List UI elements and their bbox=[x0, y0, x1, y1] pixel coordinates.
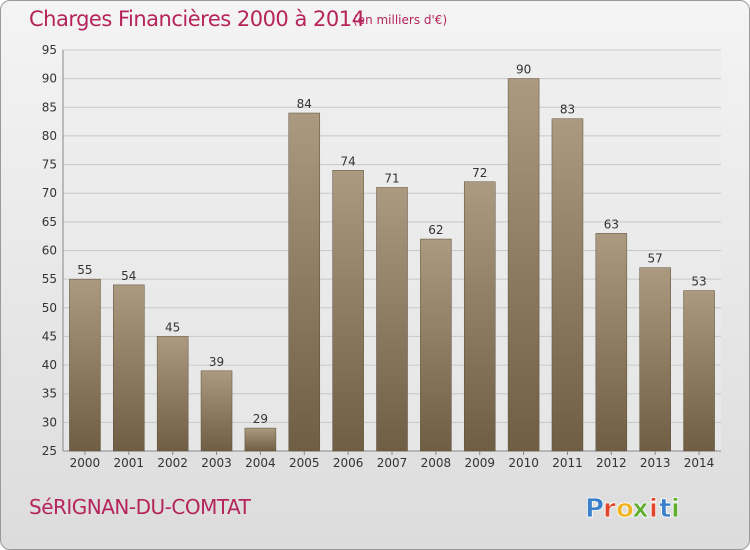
x-tick-label: 2005 bbox=[289, 456, 320, 470]
x-tick-label: 2010 bbox=[508, 456, 539, 470]
y-tick-label: 75 bbox=[42, 158, 57, 172]
bar bbox=[420, 238, 452, 452]
bar-value-label: 83 bbox=[560, 103, 575, 117]
bar-value-label: 90 bbox=[516, 63, 531, 77]
y-tick-label: 85 bbox=[42, 100, 57, 114]
bar-value-label: 54 bbox=[121, 269, 136, 283]
x-tick-label: 2014 bbox=[684, 456, 715, 470]
x-tick-label: 2006 bbox=[333, 456, 364, 470]
x-tick-label: 2004 bbox=[245, 456, 276, 470]
y-tick-label: 25 bbox=[42, 444, 57, 458]
brand-letter: r bbox=[603, 494, 616, 524]
bar bbox=[200, 370, 233, 452]
brand-letter: i bbox=[671, 494, 680, 524]
y-tick-label: 35 bbox=[42, 387, 57, 401]
y-tick-label: 40 bbox=[42, 358, 57, 372]
x-tick-label: 2012 bbox=[596, 456, 627, 470]
bar bbox=[595, 233, 628, 452]
commune-name: SéRIGNAN-DU-COMTAT bbox=[29, 495, 251, 519]
x-tick-label: 2001 bbox=[114, 456, 145, 470]
x-tick-label: 2002 bbox=[157, 456, 188, 470]
x-tick-label: 2008 bbox=[421, 456, 452, 470]
bar-value-label: 74 bbox=[340, 154, 355, 168]
brand-letter: i bbox=[649, 494, 658, 524]
bar bbox=[376, 187, 408, 452]
y-tick-label: 55 bbox=[42, 272, 57, 286]
bar-value-label: 71 bbox=[384, 171, 399, 185]
y-tick-label: 30 bbox=[42, 415, 57, 429]
chart-unit: (en milliers d'€) bbox=[353, 13, 448, 27]
bar bbox=[332, 170, 364, 452]
proxiti-logo[interactable]: Pr ox i t i bbox=[583, 487, 693, 527]
bar-value-label: 55 bbox=[77, 263, 92, 277]
brand-letter: x bbox=[632, 494, 649, 524]
y-tick-label: 70 bbox=[42, 186, 57, 200]
bar-value-label: 57 bbox=[648, 252, 663, 266]
bar-value-label: 39 bbox=[209, 355, 224, 369]
y-tick-label: 95 bbox=[42, 43, 57, 57]
y-tick-label: 80 bbox=[42, 129, 57, 143]
x-tick-label: 2009 bbox=[464, 456, 495, 470]
x-tick-label: 2007 bbox=[377, 456, 408, 470]
bar-value-label: 29 bbox=[253, 412, 268, 426]
bar-value-label: 62 bbox=[428, 223, 443, 237]
bar bbox=[244, 427, 277, 452]
x-tick-label: 2000 bbox=[70, 456, 101, 470]
bar-value-label: 45 bbox=[165, 320, 180, 334]
bar bbox=[463, 181, 496, 452]
bar bbox=[639, 267, 671, 452]
y-tick-label: 90 bbox=[42, 72, 57, 86]
brand-letter: o bbox=[616, 494, 634, 524]
y-tick-label: 65 bbox=[42, 215, 57, 229]
bar bbox=[683, 290, 715, 452]
bar-value-label: 53 bbox=[691, 275, 706, 289]
bar bbox=[507, 78, 540, 452]
bar-value-label: 72 bbox=[472, 166, 487, 180]
bar bbox=[113, 284, 145, 452]
bar bbox=[288, 112, 321, 452]
bar-value-label: 84 bbox=[297, 97, 312, 111]
chart-title: Charges Financières 2000 à 2014 bbox=[29, 7, 365, 31]
bar bbox=[69, 278, 101, 452]
y-tick-label: 50 bbox=[42, 301, 57, 315]
bar bbox=[551, 118, 584, 452]
brand-letter: P bbox=[585, 494, 604, 524]
bar bbox=[156, 336, 189, 452]
bar-value-label: 63 bbox=[604, 217, 619, 231]
y-tick-label: 60 bbox=[42, 244, 57, 258]
x-tick-label: 2013 bbox=[640, 456, 671, 470]
x-tick-label: 2011 bbox=[552, 456, 583, 470]
brand-letter: t bbox=[659, 494, 671, 524]
x-tick-label: 2003 bbox=[201, 456, 232, 470]
y-tick-label: 45 bbox=[42, 329, 57, 343]
